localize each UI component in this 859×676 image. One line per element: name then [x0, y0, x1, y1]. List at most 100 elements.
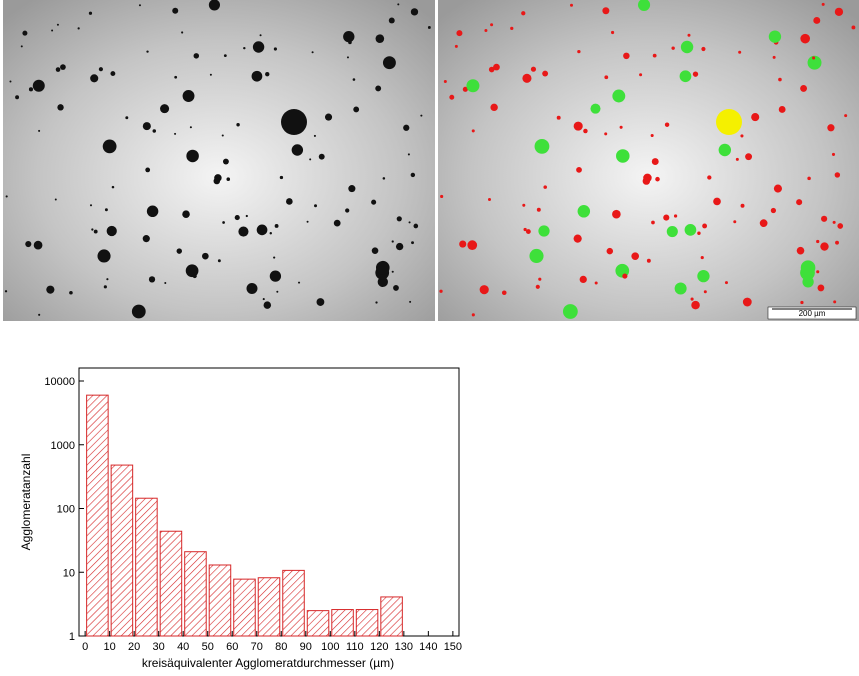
particle: [262, 298, 265, 301]
particle: [148, 276, 156, 283]
particle: [535, 284, 540, 289]
particle: [488, 66, 495, 73]
particle: [612, 209, 621, 219]
particle: [409, 300, 412, 303]
particle: [816, 270, 820, 274]
particle: [408, 221, 411, 224]
particle: [131, 304, 146, 319]
bar: [159, 530, 183, 637]
particle: [770, 207, 777, 214]
particle: [54, 198, 57, 201]
particle: [738, 50, 742, 54]
particle: [397, 3, 400, 6]
particle: [223, 54, 227, 58]
particle: [56, 23, 59, 26]
particle: [680, 40, 694, 54]
y-axis-label: Agglomeratanzahl: [19, 454, 33, 551]
particle: [652, 53, 657, 58]
particle: [687, 33, 691, 37]
particle: [185, 264, 199, 278]
particle: [20, 45, 23, 48]
particle: [735, 157, 739, 161]
particle: [269, 270, 282, 282]
particle: [382, 56, 396, 70]
particle: [395, 242, 404, 251]
particle: [273, 47, 277, 51]
particle: [273, 256, 276, 259]
particle: [821, 2, 825, 6]
particle: [88, 11, 93, 15]
particle: [309, 158, 312, 161]
particle: [318, 153, 325, 160]
particle: [259, 34, 262, 37]
x-tick-label: 50: [202, 641, 214, 653]
particle: [576, 166, 582, 173]
particle: [594, 281, 598, 285]
particle: [751, 113, 760, 122]
particle: [716, 109, 742, 135]
particle: [449, 94, 455, 100]
scale-bar-label: 200 µm: [799, 309, 826, 318]
particle: [208, 0, 220, 11]
particle: [702, 223, 708, 229]
particle: [579, 275, 587, 284]
particle: [57, 104, 64, 111]
particle: [193, 53, 200, 59]
particle: [471, 313, 475, 317]
particle: [742, 297, 752, 307]
micrograph-original: [3, 0, 435, 321]
particle: [226, 177, 231, 181]
particle: [701, 46, 706, 52]
particle: [616, 149, 630, 163]
particle: [238, 226, 249, 237]
particle: [32, 79, 45, 92]
particle: [125, 116, 129, 120]
particle: [493, 63, 500, 71]
x-axis-label: kreisäquivalenter Agglomeratdurchmesser …: [142, 656, 394, 670]
particle: [252, 41, 265, 53]
particle: [333, 219, 341, 227]
particle: [222, 221, 225, 224]
particle: [611, 30, 615, 35]
particle: [583, 128, 588, 134]
particle: [69, 290, 73, 295]
particle: [619, 125, 623, 129]
particle: [22, 30, 28, 36]
particle: [407, 153, 410, 156]
particle: [713, 197, 721, 206]
particle: [439, 289, 443, 293]
particle: [642, 177, 651, 185]
particle: [612, 89, 626, 103]
particle: [834, 7, 844, 17]
bar: [331, 609, 354, 637]
particle: [542, 70, 549, 77]
particle: [538, 277, 542, 281]
particle: [388, 17, 395, 24]
bar: [86, 394, 109, 637]
bar: [306, 610, 330, 637]
particle: [490, 23, 494, 27]
particle: [391, 240, 394, 243]
particle: [832, 220, 836, 224]
particle: [33, 240, 43, 250]
particle: [209, 73, 212, 76]
particle: [346, 56, 349, 59]
particle: [286, 198, 293, 205]
particle: [393, 285, 399, 291]
particle: [234, 215, 240, 221]
x-tick-label: 40: [177, 641, 189, 653]
particle: [800, 260, 816, 275]
particle: [281, 109, 307, 135]
particle: [291, 144, 304, 156]
particle: [387, 56, 390, 60]
particle: [456, 30, 463, 37]
particle: [844, 114, 848, 118]
particle: [718, 143, 732, 157]
particle: [46, 285, 55, 294]
particle: [160, 104, 170, 114]
particle: [172, 7, 179, 14]
particle: [833, 300, 837, 304]
x-tick-label: 150: [444, 641, 462, 653]
particle: [313, 134, 316, 137]
particle: [684, 224, 697, 236]
